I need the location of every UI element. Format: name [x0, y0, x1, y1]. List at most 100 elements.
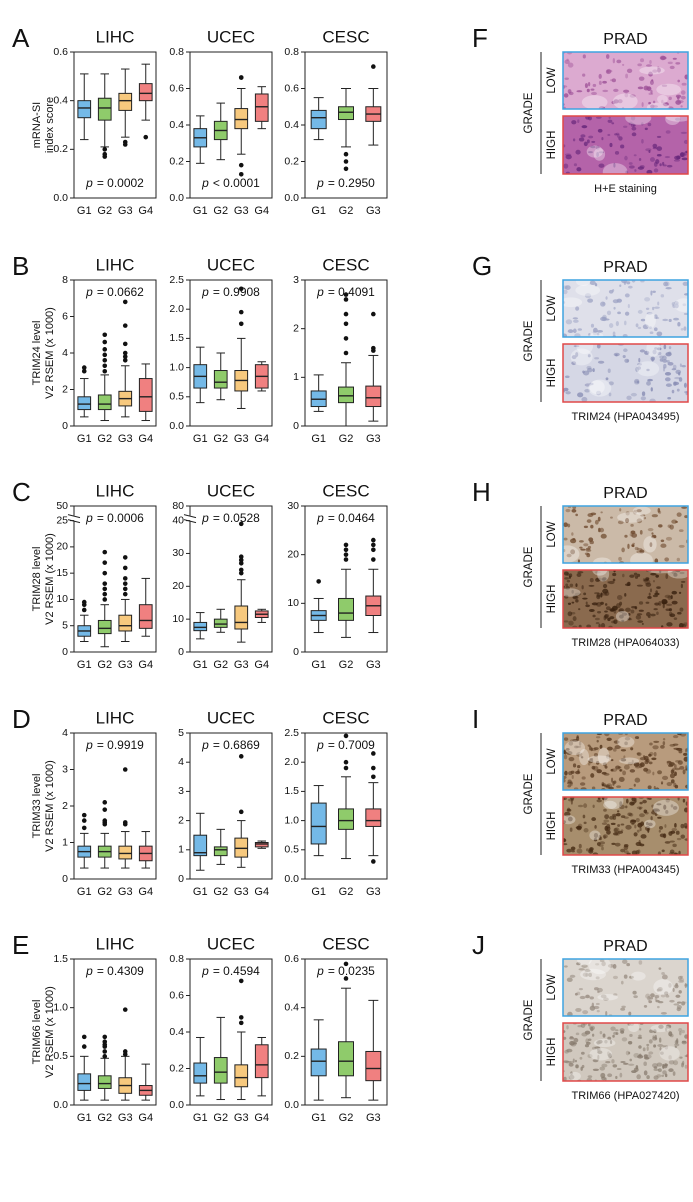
tissue-texture [563, 1023, 688, 1081]
tissue-cell [660, 1051, 664, 1055]
tissue-cell [566, 579, 571, 583]
outlier [238, 1015, 244, 1020]
tissue-cell [672, 304, 676, 308]
chart-title: CESC [322, 481, 369, 500]
tissue-cell [640, 318, 646, 322]
tissue-cell [573, 745, 579, 749]
tissue-cell [576, 825, 582, 831]
tissue-cell [616, 785, 621, 788]
outlier [102, 347, 108, 352]
tissue-gland [603, 800, 617, 810]
outlier [371, 557, 376, 562]
tissue-cell [680, 583, 683, 589]
tissue-cell [594, 519, 599, 525]
tissue-texture [563, 797, 688, 855]
tissue-cell [590, 747, 593, 752]
tissue-cell [615, 765, 621, 770]
tissue-cell [565, 508, 571, 513]
tissue-cell [670, 595, 673, 600]
outlier [343, 961, 349, 967]
tissue-cell [592, 83, 597, 87]
tissue-cell [571, 774, 574, 779]
tissue-cell [606, 737, 612, 742]
tissue-cell [589, 996, 594, 1000]
tissue-cell [634, 575, 639, 579]
p-symbol: p [201, 738, 209, 752]
tissue-cell [606, 69, 612, 75]
tissue-cell [566, 58, 569, 61]
tissue-gland [563, 545, 580, 563]
outlier [122, 565, 128, 571]
x-tick-label: G2 [339, 433, 354, 445]
tissue-cell [669, 65, 675, 70]
tissue-cell [585, 601, 588, 605]
p-value: p = 0.4309 [85, 964, 144, 978]
tissue-cell [597, 128, 603, 133]
tissue-cell [683, 139, 688, 145]
outlier [371, 765, 376, 771]
p-symbol: p [85, 176, 93, 190]
tissue-cell [620, 848, 626, 853]
outlier [343, 297, 349, 302]
tissue-cell [662, 775, 669, 781]
image-border [562, 569, 689, 629]
tissue-cell [568, 741, 574, 746]
tissue-cell [613, 827, 618, 833]
tissue-cell [598, 163, 605, 168]
tissue-cell [663, 363, 667, 369]
tissue-cell [617, 830, 624, 834]
outlier [238, 309, 244, 315]
outlier [371, 64, 376, 69]
tissue-cell [597, 1054, 600, 1060]
tissue-cell [664, 991, 669, 996]
tissue-cell [676, 837, 682, 841]
tissue-cell [575, 1064, 579, 1069]
tissue-cell [587, 1038, 592, 1041]
tissue-cell [602, 80, 607, 84]
box [118, 845, 133, 860]
tissue-cell [666, 782, 673, 787]
tissue-cell [631, 532, 638, 538]
axis-break-mark [67, 514, 81, 519]
x-tick-label: G3 [118, 1112, 133, 1124]
tissue-cell [638, 601, 644, 605]
tissue-cell [574, 333, 581, 337]
tissue-cell [619, 601, 623, 606]
tissue-cell [682, 281, 688, 286]
tissue-cell [601, 961, 606, 967]
y-tick-label: 3 [178, 785, 184, 797]
tissue-cell [637, 326, 642, 330]
outlier [122, 820, 128, 825]
box [213, 618, 228, 628]
tissue-cell [646, 612, 651, 617]
box [338, 808, 354, 830]
chart-title: LIHC [96, 934, 135, 953]
tissue-cell [603, 997, 609, 1002]
tissue-cell [648, 326, 652, 329]
tissue-cell [681, 1029, 685, 1034]
axis-break-gap [69, 515, 79, 521]
x-tick-label: G4 [138, 886, 153, 898]
tissue-cell [662, 161, 665, 166]
tissue-cell [644, 350, 650, 355]
tissue-cell [675, 62, 681, 65]
tissue-cell [586, 519, 592, 523]
tissue-cell [580, 1023, 586, 1028]
tissue-cell [568, 1062, 574, 1067]
tissue-cell [612, 964, 617, 969]
tissue-cell [668, 1068, 674, 1073]
y-tick-label: 20 [172, 580, 184, 592]
tissue-cell [651, 532, 654, 535]
tissue-cell [569, 1040, 575, 1046]
box [365, 385, 382, 408]
tissue-cell [684, 1054, 688, 1058]
tissue-cell [648, 71, 653, 77]
tissue-cell [662, 164, 667, 167]
tissue-cell [654, 347, 658, 350]
tissue-gland [597, 747, 610, 766]
tissue-cell [679, 1056, 683, 1059]
tissue-cell [676, 747, 683, 751]
tissue-cell [617, 824, 621, 827]
tissue-cell [584, 83, 588, 89]
tissue-cell [667, 595, 672, 600]
